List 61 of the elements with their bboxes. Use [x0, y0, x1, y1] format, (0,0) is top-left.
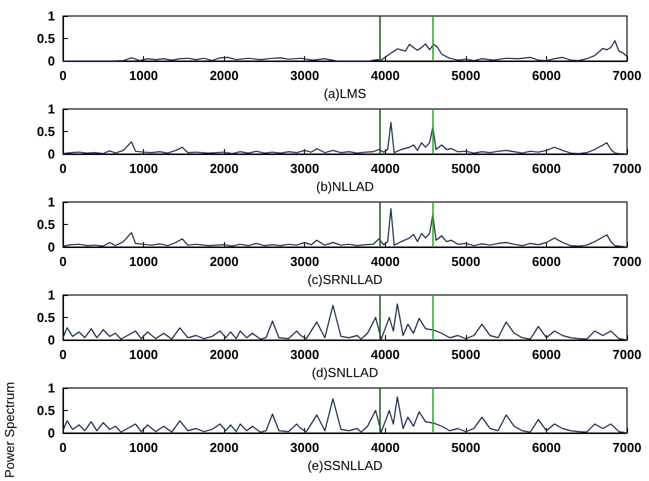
x-tick-label: 4000 [370, 440, 400, 455]
x-axis-title: (b)NLLAD [316, 179, 374, 194]
x-tick-label: 3000 [290, 68, 320, 83]
y-tick-label: 0.5 [36, 217, 55, 232]
x-tick-label: 7000 [612, 254, 642, 269]
x-tick-label: 1000 [129, 161, 158, 176]
x-tick-label: 4000 [370, 347, 400, 362]
x-tick-label: 6000 [532, 254, 561, 269]
x-tick-label: 0 [59, 68, 67, 83]
x-tick-label: 7000 [612, 347, 642, 362]
x-tick-label: 3000 [290, 347, 320, 362]
x-tick-label: 2000 [210, 440, 239, 455]
x-tick-label: 0 [59, 440, 67, 455]
y-tick-label: 0 [48, 426, 55, 440]
x-tick-label: 2000 [210, 347, 239, 362]
y-tick-label: 0.5 [36, 124, 55, 139]
y-tick-label: 0.5 [36, 310, 55, 325]
x-tick-label: 5000 [451, 440, 480, 455]
y-tick-label: 0 [48, 332, 55, 348]
x-tick-label: 3000 [290, 440, 320, 455]
x-axis-title: (a)LMS [324, 86, 367, 101]
x-axis-title: (d)SNLLAD [312, 365, 378, 380]
x-tick-label: 4000 [370, 254, 400, 269]
x-tick-label: 4000 [370, 68, 400, 83]
x-axis-title: (c)SRNLLAD [307, 272, 383, 287]
y-tick-label: 1 [48, 102, 55, 116]
x-tick-label: 1000 [129, 440, 158, 455]
y-tick-label: 0.5 [36, 31, 55, 46]
y-tick-label: 1 [48, 194, 55, 210]
x-tick-label: 5000 [451, 68, 480, 83]
x-tick-label: 5000 [451, 347, 480, 362]
x-tick-label: 6000 [532, 161, 561, 176]
x-tick-label: 2000 [210, 254, 239, 269]
x-tick-label: 3000 [290, 254, 320, 269]
y-tick-label: 1 [48, 380, 55, 396]
x-tick-label: 7000 [612, 161, 642, 176]
x-tick-label: 1000 [129, 68, 158, 83]
y-tick-label: 0 [48, 240, 55, 254]
x-tick-label: 1000 [129, 254, 158, 269]
x-tick-label: 5000 [451, 161, 480, 176]
x-axis-title: (e)SSNLLAD [307, 458, 383, 473]
x-tick-label: 7000 [612, 68, 642, 83]
x-tick-label: 2000 [210, 161, 239, 176]
x-tick-label: 6000 [532, 440, 561, 455]
y-tick-label: 1 [48, 8, 55, 24]
x-tick-label: 7000 [612, 440, 642, 455]
x-tick-label: 0 [59, 347, 67, 362]
x-tick-label: 2000 [210, 68, 239, 83]
y-tick-label: 0 [48, 146, 55, 162]
x-tick-label: 5000 [451, 254, 480, 269]
x-tick-label: 6000 [532, 347, 561, 362]
x-tick-label: 1000 [129, 347, 158, 362]
x-tick-label: 0 [59, 254, 67, 269]
x-tick-label: 4000 [370, 161, 400, 176]
y-tick-label: 1 [48, 288, 55, 302]
x-tick-label: 0 [59, 161, 67, 176]
x-tick-label: 3000 [290, 161, 320, 176]
y-axis-title: Power Spectrum [2, 380, 17, 480]
x-tick-label: 6000 [532, 68, 561, 83]
y-tick-label: 0 [48, 54, 55, 68]
y-tick-label: 0.5 [36, 403, 55, 418]
